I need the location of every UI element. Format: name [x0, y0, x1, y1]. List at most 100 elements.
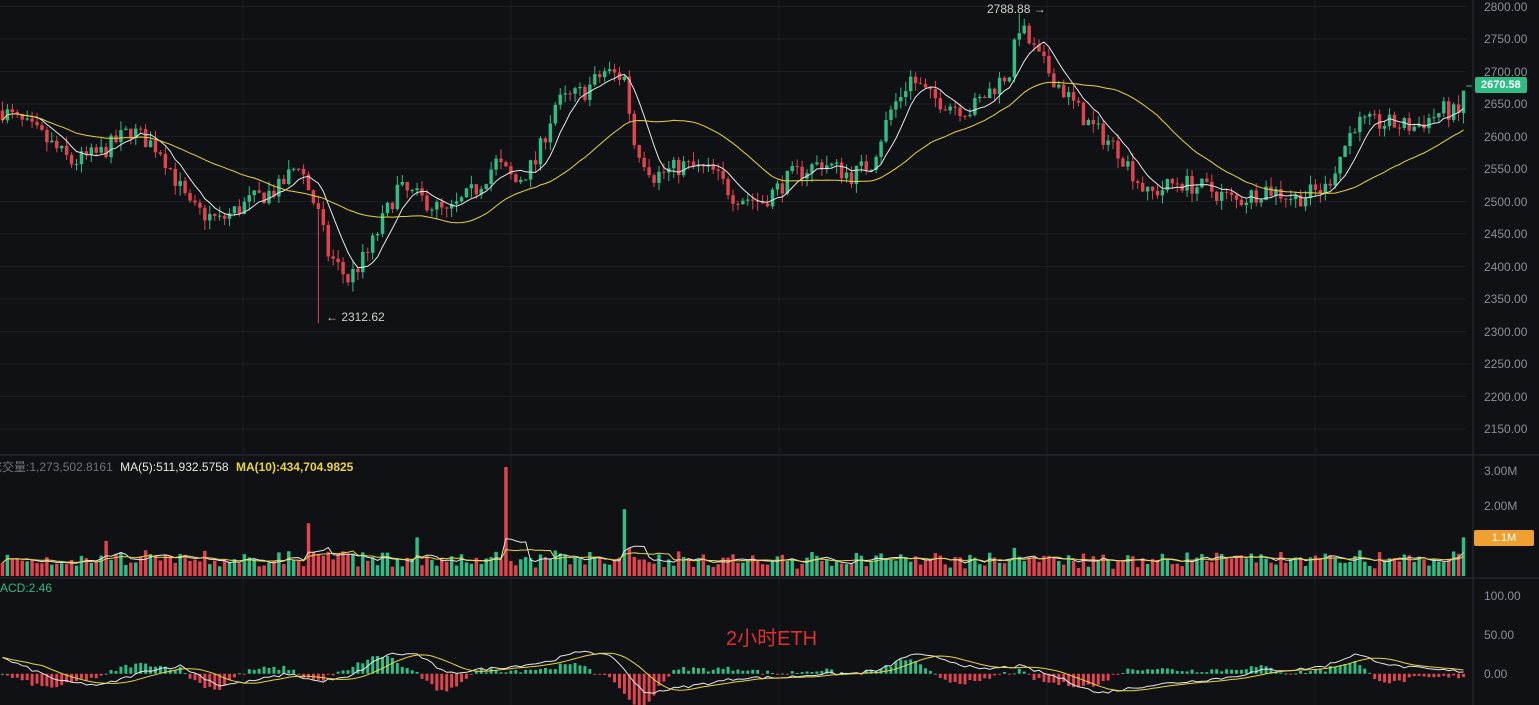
candle-body	[1437, 113, 1441, 118]
candle-body	[578, 87, 582, 89]
volume-bar	[464, 562, 469, 576]
macd-histogram-bar	[1072, 673, 1076, 688]
macd-histogram-bar	[509, 670, 513, 674]
volume-bar	[1175, 563, 1179, 576]
volume-bar	[1150, 558, 1155, 576]
macd-histogram-bar	[657, 673, 661, 686]
candle-body	[716, 169, 720, 171]
candle-body	[987, 88, 992, 99]
macd-histogram-bar	[1146, 669, 1150, 674]
candle-body	[242, 201, 247, 214]
volume-bar	[1293, 557, 1298, 576]
volume-bar	[272, 560, 276, 576]
volume-bar	[1140, 558, 1145, 576]
macd-histogram-bar	[780, 673, 784, 675]
candle-body	[1032, 43, 1036, 45]
candle-body	[622, 76, 627, 80]
candle-body	[1185, 176, 1189, 191]
macd-histogram-bar	[252, 669, 256, 674]
candle-body	[178, 181, 182, 186]
volume-bar	[252, 558, 256, 576]
macd-histogram-bar	[420, 673, 424, 679]
macd-histogram-bar	[919, 664, 923, 674]
volume-bar	[583, 564, 587, 576]
candle-body	[647, 167, 651, 176]
macd-dif-line	[2, 650, 1464, 694]
candle-body	[138, 128, 143, 130]
candle-body	[59, 145, 64, 149]
macd-histogram-bar	[272, 666, 276, 674]
volume-bar	[691, 566, 696, 576]
macd-histogram-bar	[1457, 673, 1461, 679]
volume-bar	[923, 560, 928, 576]
volume-bar	[632, 557, 637, 576]
macd-histogram-bar	[1101, 673, 1105, 682]
volume-bar	[543, 557, 548, 576]
volume-bar	[237, 563, 242, 576]
macd-histogram-bar	[1304, 673, 1308, 675]
volume-bar	[726, 557, 730, 576]
macd-histogram-bar	[50, 673, 54, 688]
candle-body	[1136, 181, 1140, 183]
volume-bar	[84, 558, 89, 576]
candle-body	[168, 167, 173, 170]
candle-body	[20, 114, 24, 120]
candle-body	[1210, 181, 1214, 192]
macd-histogram-bar	[474, 670, 478, 674]
volume-bar	[973, 557, 977, 576]
volume-bar	[938, 555, 943, 576]
volume-bar	[1057, 561, 1061, 576]
candle-body	[1061, 84, 1066, 98]
candle-body	[1269, 186, 1273, 196]
candle-body	[326, 224, 330, 257]
candle-body	[825, 165, 829, 170]
candle-body	[282, 178, 286, 185]
macd-histogram-bar	[1007, 673, 1011, 675]
volume-bar	[1446, 558, 1451, 576]
volume-bar	[1417, 556, 1421, 576]
macd-histogram-bar	[1047, 673, 1051, 683]
candle-body	[1076, 100, 1081, 103]
candle-body	[435, 201, 439, 210]
candle-body	[74, 164, 79, 166]
candle-body	[1101, 123, 1105, 145]
volume-bar	[148, 554, 153, 576]
macd-histogram-bar	[1106, 673, 1110, 681]
volume-bar	[958, 557, 962, 576]
candle-body	[583, 87, 587, 100]
macd-histogram-bar	[40, 673, 44, 687]
candle-body	[148, 140, 153, 148]
macd-histogram-bar	[726, 666, 730, 674]
macd-histogram-bar	[168, 669, 172, 674]
volume-bar	[746, 560, 750, 576]
macd-histogram-bar	[953, 673, 957, 682]
candle-body	[879, 141, 883, 157]
price-tick-label: 2350.00	[1484, 292, 1528, 306]
macd-histogram-bar	[904, 660, 908, 674]
macd-histogram-bar	[257, 668, 261, 674]
volume-bar	[291, 560, 296, 576]
price-tick-label: 2300.00	[1484, 324, 1528, 339]
candle-body	[844, 172, 849, 179]
macd-histogram-bar	[830, 669, 834, 674]
macd-histogram-bar	[351, 666, 355, 674]
candle-body	[247, 195, 251, 202]
volume-bar	[672, 565, 676, 576]
candle-body	[859, 161, 864, 166]
volume-bar	[198, 561, 202, 576]
candle-body	[341, 262, 345, 275]
volume-bar	[1298, 558, 1303, 576]
macd-histogram-bar	[460, 673, 463, 682]
volume-bar	[1387, 558, 1392, 576]
macd-histogram-bar	[45, 673, 49, 687]
macd-histogram-bar	[1392, 673, 1396, 681]
macd-histogram-bar	[588, 669, 592, 674]
volume-bar	[1106, 560, 1110, 576]
candle-body	[899, 97, 903, 102]
candle-body	[484, 184, 488, 189]
candle-body	[509, 166, 513, 175]
candle-body	[617, 72, 622, 80]
macd-histogram-bar	[948, 673, 952, 683]
candle-body	[721, 170, 725, 179]
